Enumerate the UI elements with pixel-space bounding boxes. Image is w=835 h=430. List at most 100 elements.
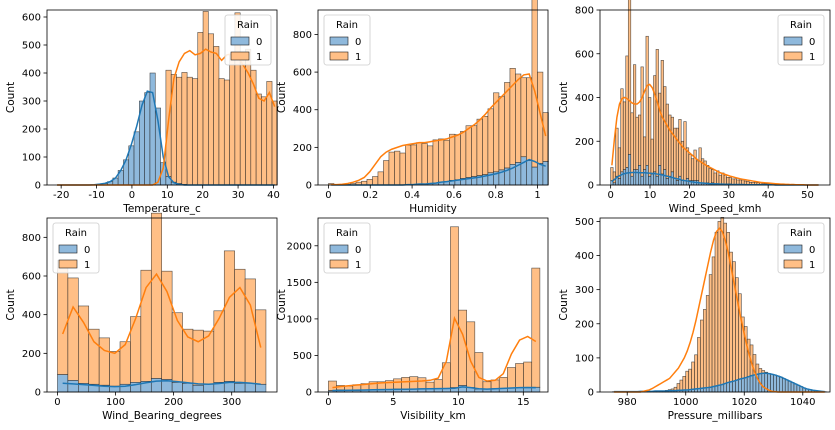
bar-rain-1 [658, 92, 662, 166]
legend: Rain 0 1 [777, 14, 825, 66]
x-tick-label: 10 [644, 190, 657, 201]
y-tick-label: 600 [575, 49, 594, 60]
bar-rain-0 [776, 375, 780, 393]
x-tick-label: 0 [325, 397, 331, 408]
x-tick-label: 1040 [790, 397, 815, 408]
bar-rain-1 [203, 330, 215, 385]
x-tick-label: 0 [54, 397, 60, 408]
y-tick-label: 200 [575, 137, 594, 148]
x-tick-label: 1000 [673, 397, 698, 408]
legend-swatch-rain-0 [58, 244, 78, 254]
chart-panel-3: 0 10 20 30 40 500200400600800Wind_Speed_kmhCo… [558, 0, 831, 215]
x-tick-label: 0.4 [404, 190, 420, 201]
bar-rain-1 [668, 114, 672, 177]
bar-rain-1 [450, 226, 459, 388]
legend-entry-rain-0: 0 [355, 37, 361, 48]
bar-rain-0 [67, 380, 79, 393]
kde-line-rain-1 [61, 272, 262, 355]
bar-rain-0 [779, 376, 783, 393]
bar-rain-1 [213, 46, 220, 186]
bar-rain-1 [498, 96, 505, 171]
bar-rain-0 [741, 378, 745, 393]
bar-rain-1 [676, 383, 681, 391]
x-tick-label: 0 [325, 190, 331, 201]
bar-rain-1 [171, 312, 183, 383]
bar-rain-1 [645, 35, 649, 166]
x-tick-label: 30 [232, 190, 245, 201]
bar-rain-1 [630, 112, 634, 177]
bar-rain-1 [507, 367, 516, 389]
bar-rain-1 [223, 79, 230, 186]
kde-line-rain-1 [331, 73, 547, 186]
bar-rain-0 [531, 166, 538, 186]
bar-rain-1 [726, 177, 730, 185]
bar-rain-0 [743, 377, 748, 393]
bar-rain-1 [458, 309, 467, 386]
bar-rain-1 [487, 108, 494, 174]
bar-rain-1 [482, 116, 489, 175]
legend-entry-rain-0: 0 [84, 245, 90, 256]
y-axis-label: Count [558, 82, 570, 113]
y-tick-label: 500 [293, 351, 312, 362]
legend-title: Rain [65, 228, 87, 239]
bar-rain-0 [720, 384, 725, 393]
bars [328, 0, 549, 186]
y-tick-label: 100 [575, 353, 594, 364]
y-tick-label: 400 [575, 93, 594, 104]
x-tick-label: 1020 [732, 397, 757, 408]
bar-rain-0 [638, 165, 642, 186]
bar-rain-1 [401, 377, 411, 390]
bar-rain-0 [678, 175, 682, 186]
bar-rain-1 [443, 139, 450, 182]
bar-rain-1 [67, 277, 79, 381]
bar-rain-1 [708, 274, 713, 388]
bar-rain-0 [625, 167, 629, 186]
legend-entry-rain-1: 1 [355, 52, 361, 63]
y-tick-label: 200 [22, 125, 41, 136]
bar-rain-1 [714, 232, 719, 387]
bar-rain-1 [186, 76, 193, 186]
chart-panel-2: 0 0.2 0.4 0.6 0.8 1 0 200 400 600 800 Humidity Count… [276, 0, 549, 215]
bar-rain-1 [736, 179, 740, 185]
bar-rain-1 [755, 363, 760, 375]
bar-rain-0 [640, 175, 644, 186]
bar-rain-1 [688, 154, 692, 181]
bar-rain-0 [643, 169, 647, 186]
x-axis-label: Temperature_c [122, 203, 201, 215]
bar-rain-0 [680, 180, 685, 186]
bar-rain-0 [749, 375, 754, 393]
bar-rain-1 [679, 379, 684, 391]
bar-rain-0 [665, 178, 669, 186]
bar-rain-0 [133, 131, 140, 186]
bar-rain-1 [417, 377, 427, 390]
y-tick-label: 0 [588, 181, 594, 192]
bars [610, 0, 798, 186]
legend-swatch-rain-0 [329, 36, 349, 46]
chart-panel-4: 0 100 200 300 0 200 400 600 800 Wind_Bearing_degr… [5, 212, 278, 422]
x-tick-label: 0.8 [488, 190, 504, 201]
x-tick-label: 200 [164, 397, 183, 408]
bar-rain-0 [537, 163, 544, 186]
bar-rain-1 [255, 93, 262, 186]
bar-rain-1 [372, 176, 379, 186]
bar-rain-1 [394, 150, 401, 186]
x-tick-label: 980 [618, 397, 637, 408]
y-axis-label: Count [558, 289, 570, 320]
bar-rain-1 [610, 167, 614, 181]
bar-rain-1 [682, 376, 687, 391]
x-tick-label: 40 [762, 190, 775, 201]
y-axis-label: Count [276, 289, 288, 320]
bar-rain-1 [688, 368, 692, 390]
bar-rain-1 [234, 268, 246, 384]
bar-rain-1 [465, 125, 472, 178]
y-axis-label: Count [5, 289, 17, 320]
bar-rain-1 [711, 169, 715, 184]
bar-rain-1 [665, 103, 669, 179]
y-tick-label: 400 [22, 69, 41, 80]
bar-rain-0 [770, 373, 774, 393]
y-tick-label: 400 [575, 251, 594, 262]
y-tick-label: 800 [22, 233, 41, 244]
bar-rain-1 [388, 151, 395, 186]
bar-rain-0 [726, 382, 730, 393]
x-tick-label: 10 [161, 190, 174, 201]
